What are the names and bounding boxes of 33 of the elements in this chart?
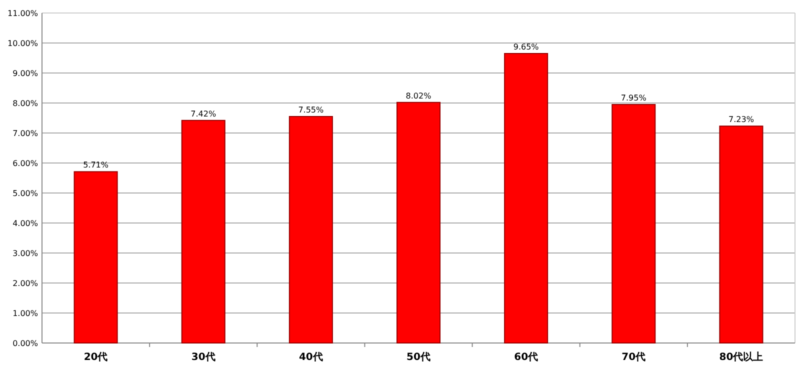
x-tick-label: 20代 (84, 351, 108, 363)
data-label: 7.95% (620, 94, 647, 102)
bar (719, 126, 764, 344)
y-tick-label: 10.00% (7, 39, 38, 48)
y-tick-label: 8.00% (12, 99, 38, 108)
y-tick-label: 11.00% (7, 9, 38, 18)
y-tick-label: 9.00% (12, 69, 38, 78)
bar (612, 104, 656, 344)
data-label: 7.23% (728, 115, 754, 124)
y-tick-label: 6.00% (12, 159, 38, 168)
x-tick-label: 70代 (622, 351, 646, 363)
bar (288, 116, 333, 344)
y-tick-label: 1.00% (12, 309, 38, 318)
x-tick-label: 30代 (191, 351, 216, 363)
y-tick-label: 7.00% (12, 129, 38, 138)
y-tick-label: 3.00% (12, 249, 38, 258)
data-label: 9.65% (513, 42, 540, 52)
x-tick-label: 50代 (406, 351, 430, 363)
bar (181, 120, 226, 344)
y-tick-label: 0.00% (12, 339, 38, 348)
bar (396, 102, 441, 344)
y-tick-label: 2.00% (12, 279, 38, 288)
data-label: 8.02% (406, 91, 432, 100)
y-tick-label: 5.00% (12, 189, 38, 198)
data-label: 7.55% (298, 106, 324, 114)
x-tick-label: 40代 (298, 351, 323, 363)
y-tick-label: 4.00% (12, 219, 38, 228)
x-tick-label: 60代 (514, 351, 538, 363)
data-label: 5.71% (83, 160, 109, 170)
x-tick-label: 80代以上 (719, 351, 764, 363)
bar (74, 171, 118, 344)
data-label: 7.42% (190, 109, 216, 118)
bar (504, 53, 548, 344)
